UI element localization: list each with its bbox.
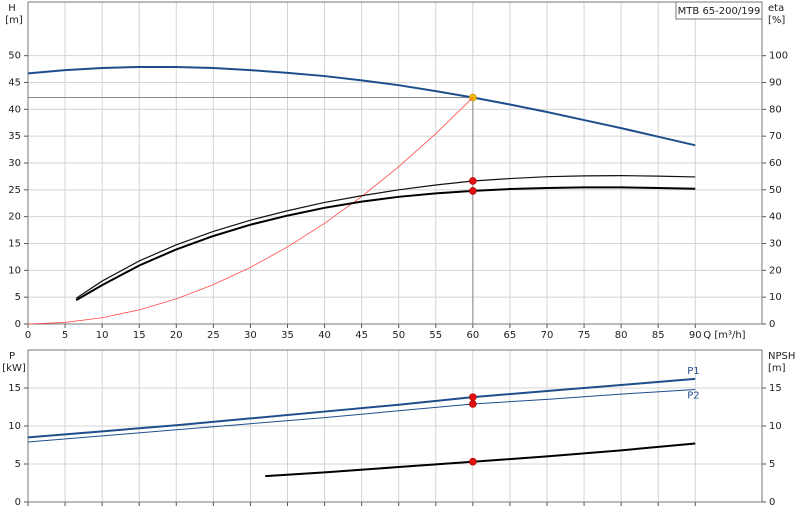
y2-tick-label: 20 <box>769 265 782 276</box>
curve <box>27 389 696 443</box>
x-tick-label: 5 <box>62 330 68 341</box>
y2-tick-label: 100 <box>769 51 788 62</box>
y-tick-label: 5 <box>15 459 21 470</box>
y2-tick-label: 90 <box>769 78 782 89</box>
curve <box>27 97 474 325</box>
y2-tick-label: 50 <box>769 185 782 196</box>
y2-axis-unit: [%] <box>768 15 785 26</box>
x-tick-label: 40 <box>318 330 331 341</box>
y2-tick-label: 15 <box>769 383 782 394</box>
y2-tick-label: 5 <box>769 459 775 470</box>
x-tick-label: 65 <box>504 330 517 341</box>
x-tick-label: 60 <box>466 330 479 341</box>
x-tick-label: 80 <box>615 330 628 341</box>
plot-frame <box>27 349 763 503</box>
y2-axis-label: NPSH <box>768 351 795 362</box>
x-tick-label: 55 <box>429 330 442 341</box>
legend-label: P1 <box>687 366 699 377</box>
y2-tick-label: 80 <box>769 104 782 115</box>
x-tick-label: 70 <box>541 330 554 341</box>
y2-axis-label: eta <box>768 3 784 14</box>
duty-point <box>469 187 477 195</box>
y-tick-label: 45 <box>8 78 21 89</box>
y2-tick-label: 30 <box>769 239 782 250</box>
duty-point <box>469 177 477 185</box>
y-tick-label: 35 <box>8 131 21 142</box>
y2-tick-label: 0 <box>769 497 775 508</box>
y-tick-label: 15 <box>8 383 21 394</box>
duty-point <box>469 400 477 408</box>
y-tick-label: 10 <box>8 265 21 276</box>
y2-tick-label: 60 <box>769 158 782 169</box>
x-tick-label: 0 <box>25 330 31 341</box>
x-tick-label: 45 <box>355 330 368 341</box>
y-tick-label: 0 <box>15 319 21 330</box>
y-tick-label: 30 <box>8 158 21 169</box>
legend-label: P2 <box>687 391 699 402</box>
curve <box>27 65 696 147</box>
y2-tick-label: 0 <box>769 319 775 330</box>
x-tick-label: 20 <box>170 330 183 341</box>
x-tick-label: 15 <box>133 330 146 341</box>
y-tick-label: 40 <box>8 104 21 115</box>
curve <box>75 175 696 299</box>
x-axis-label: Q [m³/h] <box>703 330 745 341</box>
x-tick-label: 90 <box>689 330 702 341</box>
y2-axis-unit: [m] <box>768 363 786 374</box>
y-tick-label: 25 <box>8 185 21 196</box>
y2-tick-label: 10 <box>769 292 782 303</box>
x-tick-label: 35 <box>281 330 294 341</box>
y-axis-label: H <box>8 3 16 14</box>
y-axis-unit: [kW] <box>2 363 26 374</box>
x-tick-label: 75 <box>578 330 591 341</box>
y-tick-label: 5 <box>15 292 21 303</box>
y-tick-label: 15 <box>8 239 21 250</box>
y-tick-label: 20 <box>8 212 21 223</box>
curve <box>75 186 696 301</box>
y2-tick-label: 40 <box>769 212 782 223</box>
y2-tick-label: 10 <box>769 421 782 432</box>
y-tick-label: 50 <box>8 51 21 62</box>
y-axis-label: P <box>9 351 15 362</box>
plot-frame <box>27 1 763 325</box>
duty-point <box>469 393 477 401</box>
x-tick-label: 25 <box>207 330 220 341</box>
x-tick-label: 30 <box>244 330 257 341</box>
y-axis-unit: [m] <box>5 15 23 26</box>
y-tick-label: 0 <box>15 497 21 508</box>
curve <box>265 442 696 478</box>
chart-title: MTB 65-200/199 <box>678 6 761 17</box>
y-tick-label: 10 <box>8 421 21 432</box>
curve <box>27 377 696 439</box>
x-tick-label: 10 <box>96 330 109 341</box>
x-tick-label: 50 <box>392 330 405 341</box>
x-tick-label: 85 <box>652 330 665 341</box>
y2-tick-label: 70 <box>769 131 782 142</box>
duty-point <box>469 457 477 466</box>
title-box <box>675 1 763 20</box>
